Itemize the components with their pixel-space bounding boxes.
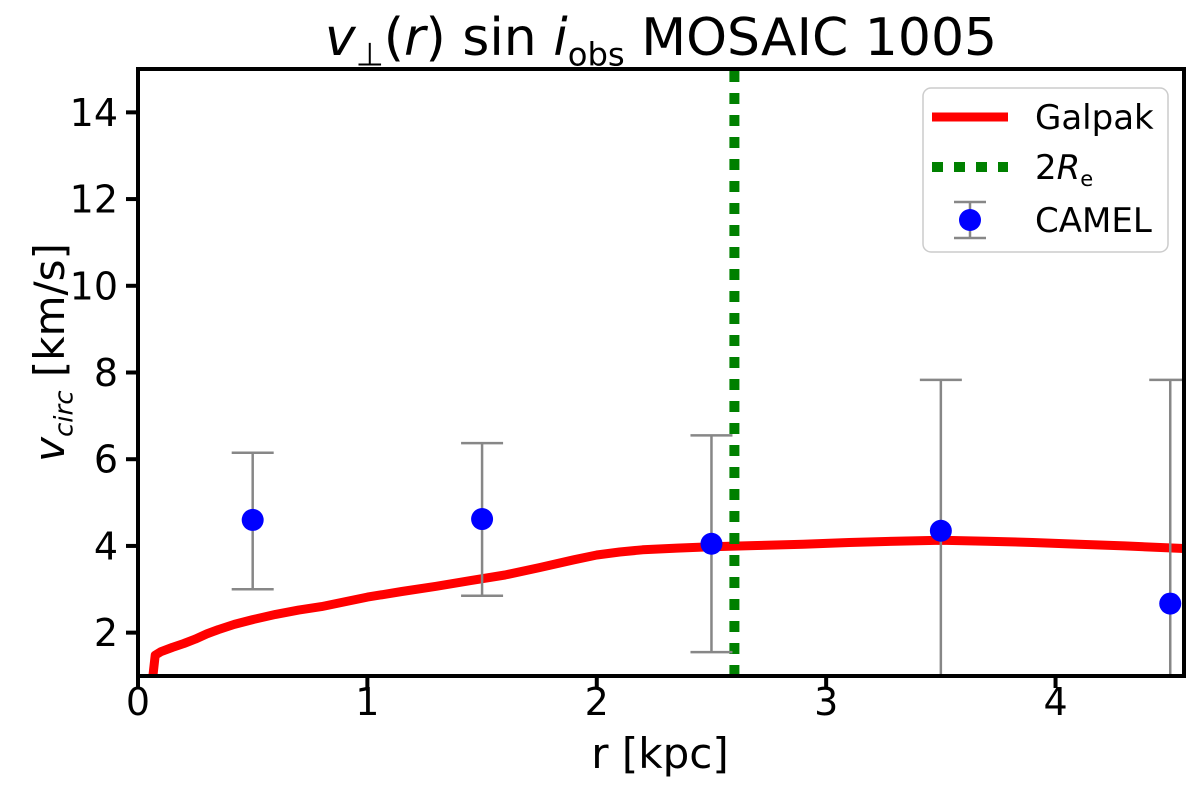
x-axis-label: r [kpc] xyxy=(591,729,728,778)
y-tick-label-4: 4 xyxy=(94,524,118,568)
y-axis-label: vcirc [km/s] xyxy=(25,243,79,462)
x-tick-label-4: 4 xyxy=(1043,680,1067,724)
legend-entry-galpak: Galpak xyxy=(932,98,1154,138)
plot-area xyxy=(148,69,1184,676)
legend-entry-2re: 2Re xyxy=(932,148,1093,191)
legend-box xyxy=(922,87,1169,253)
legend-label-2re: 2Re xyxy=(1035,148,1093,191)
camel-point-3 xyxy=(929,519,952,542)
legend-entry-camel: CAMEL xyxy=(954,200,1152,241)
x-tick-label-2: 2 xyxy=(585,680,609,724)
camel-point-4 xyxy=(1159,592,1182,615)
x-tick-label-1: 1 xyxy=(355,680,379,724)
legend: Galpak 2Re CAMEL xyxy=(922,87,1169,253)
camel-point-2 xyxy=(700,532,723,555)
y-tick-label-6: 6 xyxy=(94,438,118,482)
legend-label-camel: CAMEL xyxy=(1035,201,1152,241)
camel-point-0 xyxy=(241,508,264,531)
y-tick-label-14: 14 xyxy=(70,91,118,135)
y-tick-label-8: 8 xyxy=(94,351,118,395)
y-tick-label-2: 2 xyxy=(94,611,118,655)
y-tick-label-10: 10 xyxy=(70,264,118,308)
x-tick-label-0: 0 xyxy=(126,680,150,724)
y-tick-label-12: 12 xyxy=(70,178,118,222)
camel-point-1 xyxy=(471,508,494,531)
x-tick-label-3: 3 xyxy=(814,680,838,724)
galpak-model-line xyxy=(148,535,1184,676)
chart-title: v⊥(r) sin iobs MOSAIC 1005 xyxy=(325,8,997,73)
legend-point-sample xyxy=(959,209,981,231)
legend-label-galpak: Galpak xyxy=(1035,98,1154,138)
